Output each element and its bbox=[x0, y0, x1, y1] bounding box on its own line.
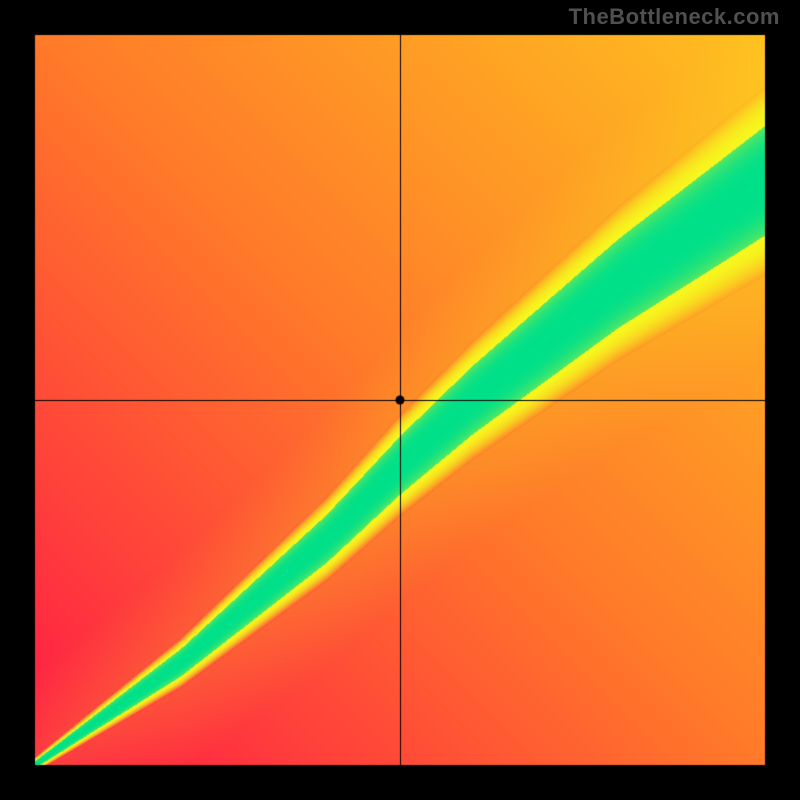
chart-container: { "watermark": { "text": "TheBottleneck.… bbox=[0, 0, 800, 800]
bottleneck-heatmap bbox=[0, 0, 800, 800]
watermark-text: TheBottleneck.com bbox=[569, 4, 780, 30]
